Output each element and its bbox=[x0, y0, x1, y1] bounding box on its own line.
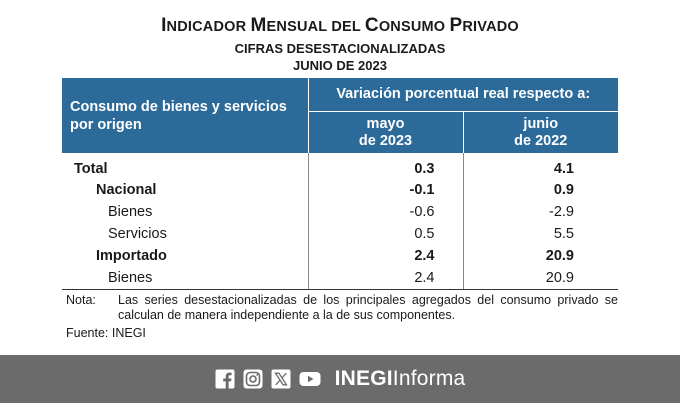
value-mayo-2023: 2.4 bbox=[307, 245, 463, 267]
period-header-mayo-2023: mayo de 2023 bbox=[308, 111, 464, 153]
facebook-icon[interactable] bbox=[215, 369, 235, 389]
value-junio-2022: 20.9 bbox=[462, 245, 618, 267]
value-mayo-2023: -0.1 bbox=[307, 179, 463, 201]
note-label: Nota: bbox=[66, 293, 96, 307]
origin-column-header: Consumo de bienes y servicios por origen bbox=[62, 78, 309, 153]
page-title: INDICADOR MENSUAL DEL CONSUMO PRIVADO bbox=[161, 15, 519, 36]
row-label: Nacional bbox=[96, 182, 157, 198]
table-row-nacional: Nacional -0.1 0.9 bbox=[62, 179, 618, 201]
consumption-table: Consumo de bienes y servicios por origen… bbox=[62, 78, 618, 290]
value-mayo-2023: 0.3 bbox=[307, 153, 463, 179]
social-links bbox=[215, 369, 321, 389]
table-note: Nota: Las series desestacionalizadas de … bbox=[66, 293, 618, 323]
page-date: JUNIO DE 2023 bbox=[293, 58, 387, 73]
row-label: Bienes bbox=[108, 204, 153, 220]
value-junio-2022: 0.9 bbox=[462, 179, 618, 201]
instagram-icon[interactable] bbox=[243, 369, 263, 389]
table-row-importado-bienes: Bienes 2.4 20.9 bbox=[62, 267, 618, 290]
row-label: Servicios bbox=[108, 226, 167, 242]
variation-column-header: Variación porcentual real respecto a: bbox=[308, 78, 618, 112]
value-junio-2022: 4.1 bbox=[462, 153, 618, 179]
value-mayo-2023: -0.6 bbox=[307, 201, 463, 223]
source-line: Fuente: INEGI bbox=[66, 326, 146, 340]
table-row-total: Total 0.3 4.1 bbox=[62, 153, 618, 179]
period-header-junio-2022: junio de 2022 bbox=[514, 116, 568, 149]
note-text: Las series desestacionalizadas de los pr… bbox=[118, 293, 618, 322]
row-label: Total bbox=[74, 161, 108, 177]
x-icon[interactable] bbox=[271, 369, 291, 389]
value-junio-2022: 20.9 bbox=[462, 267, 618, 290]
value-junio-2022: -2.9 bbox=[462, 201, 618, 223]
youtube-icon[interactable] bbox=[299, 369, 321, 389]
page-subtitle: CIFRAS DESESTACIONALIZADAS bbox=[234, 41, 446, 56]
row-label: Bienes bbox=[62, 267, 308, 290]
row-label: Importado bbox=[96, 248, 167, 264]
table-row-importado: Importado 2.4 20.9 bbox=[62, 245, 618, 267]
footer-bar: INEGIInforma bbox=[0, 355, 680, 403]
inegi-informa-logo: INEGIInforma bbox=[334, 367, 466, 390]
table-row-nacional-bienes: Bienes -0.6 -2.9 bbox=[62, 201, 618, 223]
value-junio-2022: 5.5 bbox=[462, 223, 618, 245]
value-mayo-2023: 2.4 bbox=[307, 267, 463, 290]
table-row-nacional-servicios: Servicios 0.5 5.5 bbox=[62, 223, 618, 245]
title-block: INDICADOR MENSUAL DEL CONSUMO PRIVADO CI… bbox=[0, 14, 680, 74]
value-mayo-2023: 0.5 bbox=[307, 223, 463, 245]
